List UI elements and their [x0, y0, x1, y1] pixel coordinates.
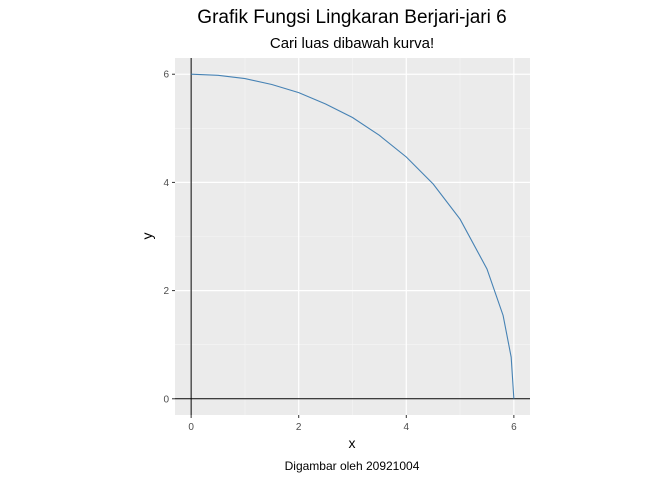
x-tick-label: 2	[296, 422, 302, 433]
x-tick-label: 4	[404, 422, 410, 433]
series-layer	[191, 73, 515, 399]
x-tick-label: 6	[511, 422, 517, 433]
y-axis-ticks: 0 2 4 6	[163, 70, 175, 405]
series-line	[191, 73, 515, 399]
y-tick-label: 2	[163, 286, 169, 297]
chart-caption: Digambar oleh 20921004	[285, 459, 420, 473]
y-tick-label: 0	[163, 394, 169, 405]
x-axis-title: x	[349, 435, 356, 451]
chart-title: Grafik Fungsi Lingkaran Berjari-jari 6	[197, 7, 506, 28]
chart-subtitle: Cari luas dibawah kurva!	[270, 35, 434, 52]
x-tick-label: 0	[188, 422, 194, 433]
reference-lines	[175, 58, 530, 415]
y-tick-label: 6	[163, 70, 169, 81]
x-axis-ticks: 0 2 4 6	[188, 415, 517, 433]
y-tick-label: 4	[163, 178, 169, 189]
y-axis-title: y	[139, 233, 155, 240]
